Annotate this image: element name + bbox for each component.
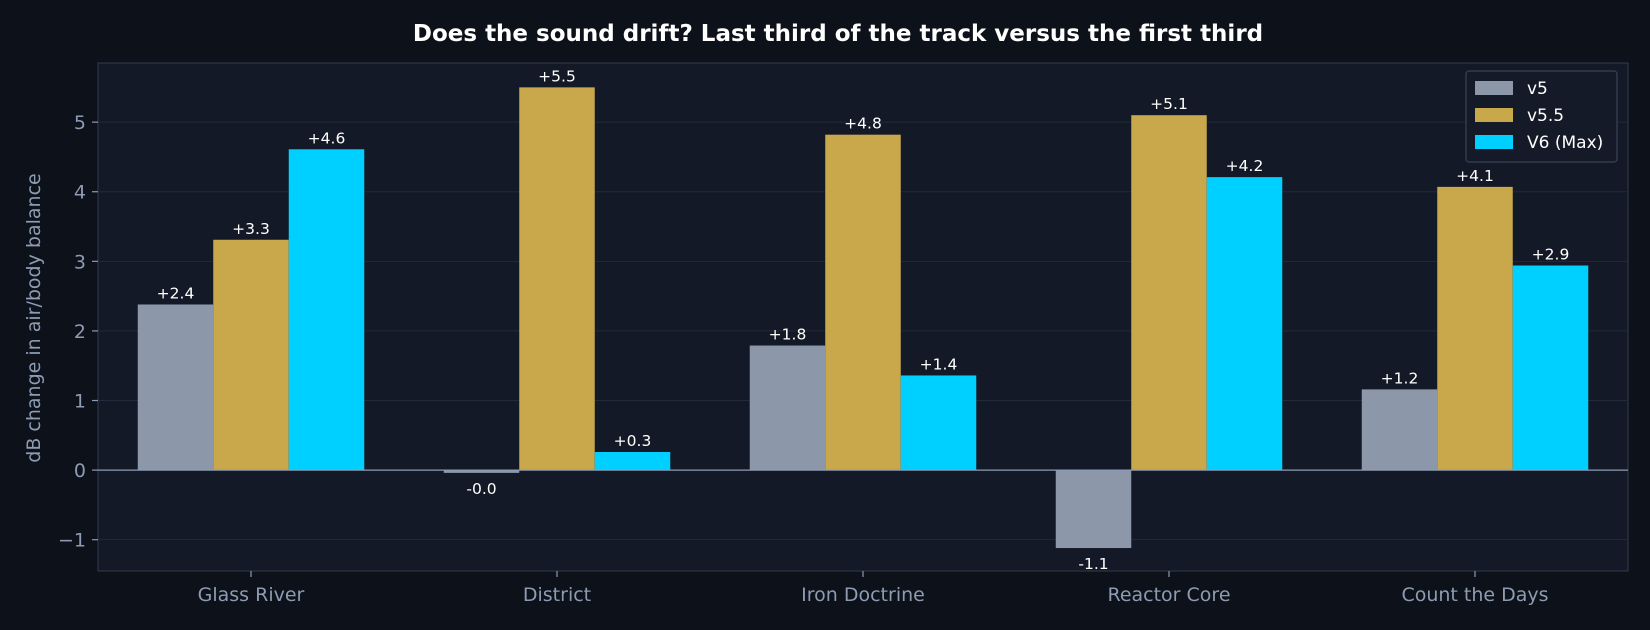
bar-v5 (137, 304, 214, 471)
bar-v5-5 (1131, 115, 1207, 471)
y-tick-label: 4 (74, 182, 86, 204)
bar-v6-max- (594, 452, 671, 471)
bar-v5 (1055, 470, 1132, 549)
data-label: +5.1 (1150, 95, 1188, 113)
bar-v5 (443, 470, 520, 473)
x-tick-label: District (523, 584, 591, 606)
data-label: +2.9 (1532, 246, 1570, 264)
data-label: +1.8 (769, 326, 807, 344)
bar-v5-5 (213, 239, 289, 471)
y-tick-label: 3 (74, 251, 86, 273)
bar-v5-5 (825, 134, 901, 471)
chart-title: Does the sound drift? Last third of the … (413, 21, 1263, 47)
x-tick-label: Iron Doctrine (801, 584, 925, 606)
legend-entry: v5 (1527, 79, 1548, 99)
bar-v6-max- (288, 149, 365, 471)
legend: v5 v5.5 V6 (Max) (1465, 70, 1618, 163)
data-label: +2.4 (157, 284, 195, 302)
y-tick-label: −1 (58, 530, 86, 552)
data-label: -0.0 (466, 480, 496, 498)
data-label: +4.6 (308, 129, 346, 147)
legend-swatch (1475, 135, 1513, 149)
data-label: +4.1 (1456, 167, 1494, 185)
bar-v6-max- (1512, 265, 1589, 471)
bar-v5-5 (1437, 186, 1513, 471)
legend-swatch (1475, 108, 1513, 122)
legend-swatch (1475, 81, 1513, 95)
data-label: +0.3 (614, 432, 652, 450)
data-label: +5.5 (538, 67, 576, 85)
bar-v6-max- (1206, 177, 1283, 471)
x-tick-label: Glass River (198, 584, 305, 606)
data-label: +3.3 (232, 220, 270, 238)
plot-area: −1 0 1 2 3 4 5 +2.4 +3.3 +4.6 Glass River -0.0 +5.5 +… (58, 62, 1629, 606)
y-axis-label: dB change in air/body balance (23, 173, 45, 462)
data-label: +4.8 (844, 115, 882, 133)
x-tick-label: Reactor Core (1107, 584, 1230, 606)
y-tick-label: 0 (74, 460, 86, 482)
x-tick-label: Count the Days (1401, 584, 1548, 606)
bar-v6-max- (900, 375, 977, 471)
data-label: +4.2 (1226, 157, 1264, 175)
legend-entry: v5.5 (1527, 106, 1564, 126)
data-label: +1.2 (1381, 369, 1419, 387)
data-label: -1.1 (1078, 555, 1108, 573)
data-label: +1.4 (920, 355, 958, 373)
y-tick-label: 1 (74, 391, 86, 413)
y-tick-label: 2 (74, 321, 86, 343)
bar-v5 (1361, 389, 1438, 471)
bar-v5 (749, 345, 826, 471)
y-tick-label: 5 (74, 112, 86, 134)
bar-v5-5 (519, 87, 595, 471)
legend-entry: V6 (Max) (1527, 133, 1603, 153)
